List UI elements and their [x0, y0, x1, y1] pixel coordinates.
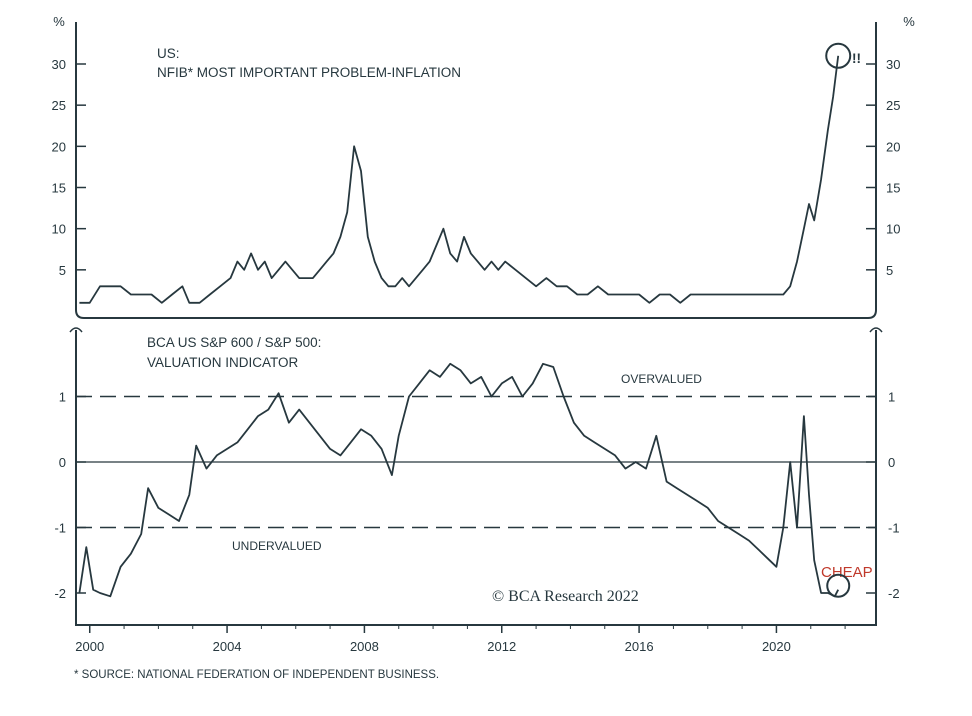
- cheap-annotation: CHEAP: [821, 564, 873, 581]
- xtick-label: 2012: [487, 639, 516, 654]
- undervalued-label: UNDERVALUED: [232, 539, 322, 553]
- top-exclamation-annotation: !!: [852, 51, 861, 66]
- bottom-right-ytick-label: 0: [888, 455, 895, 470]
- valuation-indicator-line: [78, 362, 840, 598]
- xtick-label: 2016: [625, 639, 654, 654]
- bottom-left-ytick-label: 0: [59, 455, 66, 470]
- overvalued-label: OVERVALUED: [621, 372, 702, 386]
- top-left-ytick-label: 20: [52, 139, 66, 154]
- source-footnote: * SOURCE: NATIONAL FEDERATION OF INDEPEN…: [74, 669, 439, 681]
- top-end-highlight-circle: [825, 42, 852, 69]
- bottom-panel-title: BCA US S&P 600 / S&P 500:: [147, 335, 321, 350]
- chart-marks: [76, 42, 876, 598]
- bca-copyright: © BCA Research 2022: [492, 588, 639, 605]
- bottom-panel-frame: [75, 330, 877, 626]
- top-left-ytick-label: 30: [52, 57, 66, 72]
- top-right-ytick-label: 30: [886, 57, 900, 72]
- xtick-label: 2004: [213, 639, 242, 654]
- bottom-right-ytick-label: -2: [888, 586, 900, 601]
- bottom-end-highlight-circle: [826, 573, 851, 598]
- top-right-ytick-label: 15: [886, 181, 900, 196]
- bottom-left-ytick-label: -2: [54, 586, 66, 601]
- top-left-ytick-label: 10: [52, 222, 66, 237]
- bottom-left-ytick-label: 1: [59, 390, 66, 405]
- xtick-label: 2000: [75, 639, 104, 654]
- top-left-ytick-label: 15: [52, 181, 66, 196]
- bottom-panel-subtitle: VALUATION INDICATOR: [147, 355, 299, 370]
- top-right-ytick-label: 10: [886, 222, 900, 237]
- top-panel-title: US:: [157, 46, 180, 61]
- xtick-label: 2020: [762, 639, 791, 654]
- xtick-label: 2008: [350, 639, 379, 654]
- top-panel-frame: [75, 22, 877, 319]
- top-left-unit-label: %: [53, 14, 65, 29]
- bottom-right-notch: [869, 327, 883, 333]
- top-right-ytick-label: 5: [886, 263, 893, 278]
- top-panel-subtitle: NFIB* MOST IMPORTANT PROBLEM-INFLATION: [157, 65, 461, 80]
- top-left-ytick-label: 5: [59, 263, 66, 278]
- top-right-unit-label: %: [903, 14, 915, 29]
- bottom-left-ytick-label: -1: [54, 521, 66, 536]
- bottom-right-ytick-label: -1: [888, 521, 900, 536]
- nfib-inflation-line: [79, 55, 840, 304]
- top-left-ytick-label: 25: [52, 98, 66, 113]
- bottom-right-ytick-label: 1: [888, 390, 895, 405]
- bottom-left-notch: [69, 327, 83, 333]
- top-right-ytick-label: 20: [886, 139, 900, 154]
- top-right-ytick-label: 25: [886, 98, 900, 113]
